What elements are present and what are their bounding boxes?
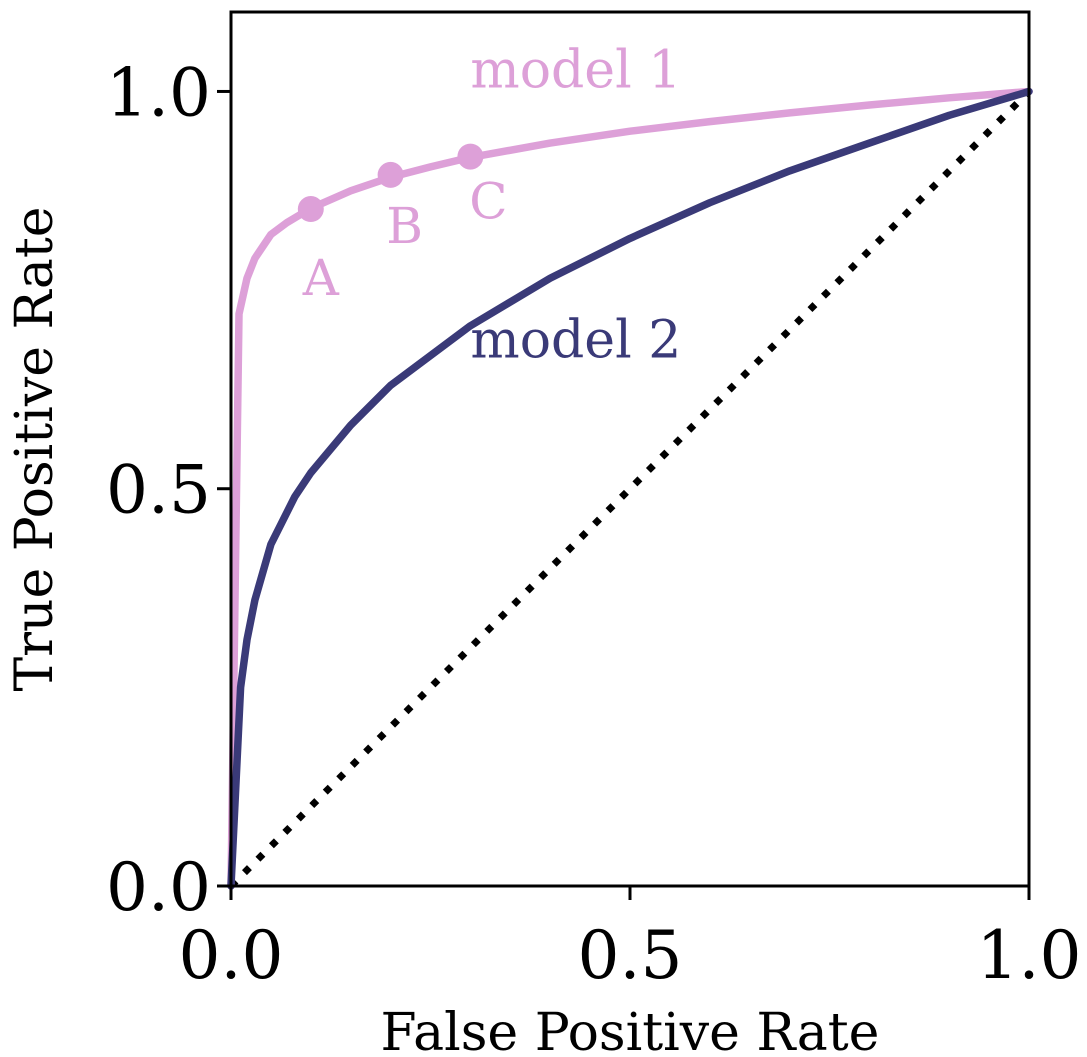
point-label-a: A (302, 249, 340, 307)
series-annotation-2: model 2 (470, 311, 681, 371)
series-annotation-1: model 1 (470, 40, 681, 100)
x-axis-label: False Positive Rate (381, 1003, 880, 1057)
series-line-1 (227, 87, 1033, 890)
plot-frame (229, 10, 1031, 888)
point-label-c: C (469, 173, 507, 231)
y-axis-ticks: 0.0 0.5 1.0 (106, 54, 231, 926)
x-tick-label: 1.0 (977, 917, 1082, 994)
y-tick-label: 0.0 (106, 849, 211, 926)
point-c (457, 143, 484, 170)
threshold-points: AB C (297, 143, 508, 307)
y-axis-label: True Positive Rate (5, 206, 65, 691)
plot-lines (227, 87, 1033, 890)
point-a (297, 196, 324, 223)
annotations: model 1 model 2 (470, 40, 681, 370)
x-tick-label: 0.5 (578, 917, 683, 994)
point-b (377, 161, 404, 188)
x-tick-label: 0.0 (179, 917, 284, 994)
series-line-2 (227, 87, 1033, 890)
y-tick-label: 1.0 (106, 54, 211, 131)
point-label-b: B (386, 197, 423, 255)
chance-diagonal-line (228, 89, 1032, 889)
x-axis-ticks: 0.0 0.5 1.0 (179, 886, 1082, 994)
y-tick-label: 0.5 (106, 452, 211, 529)
